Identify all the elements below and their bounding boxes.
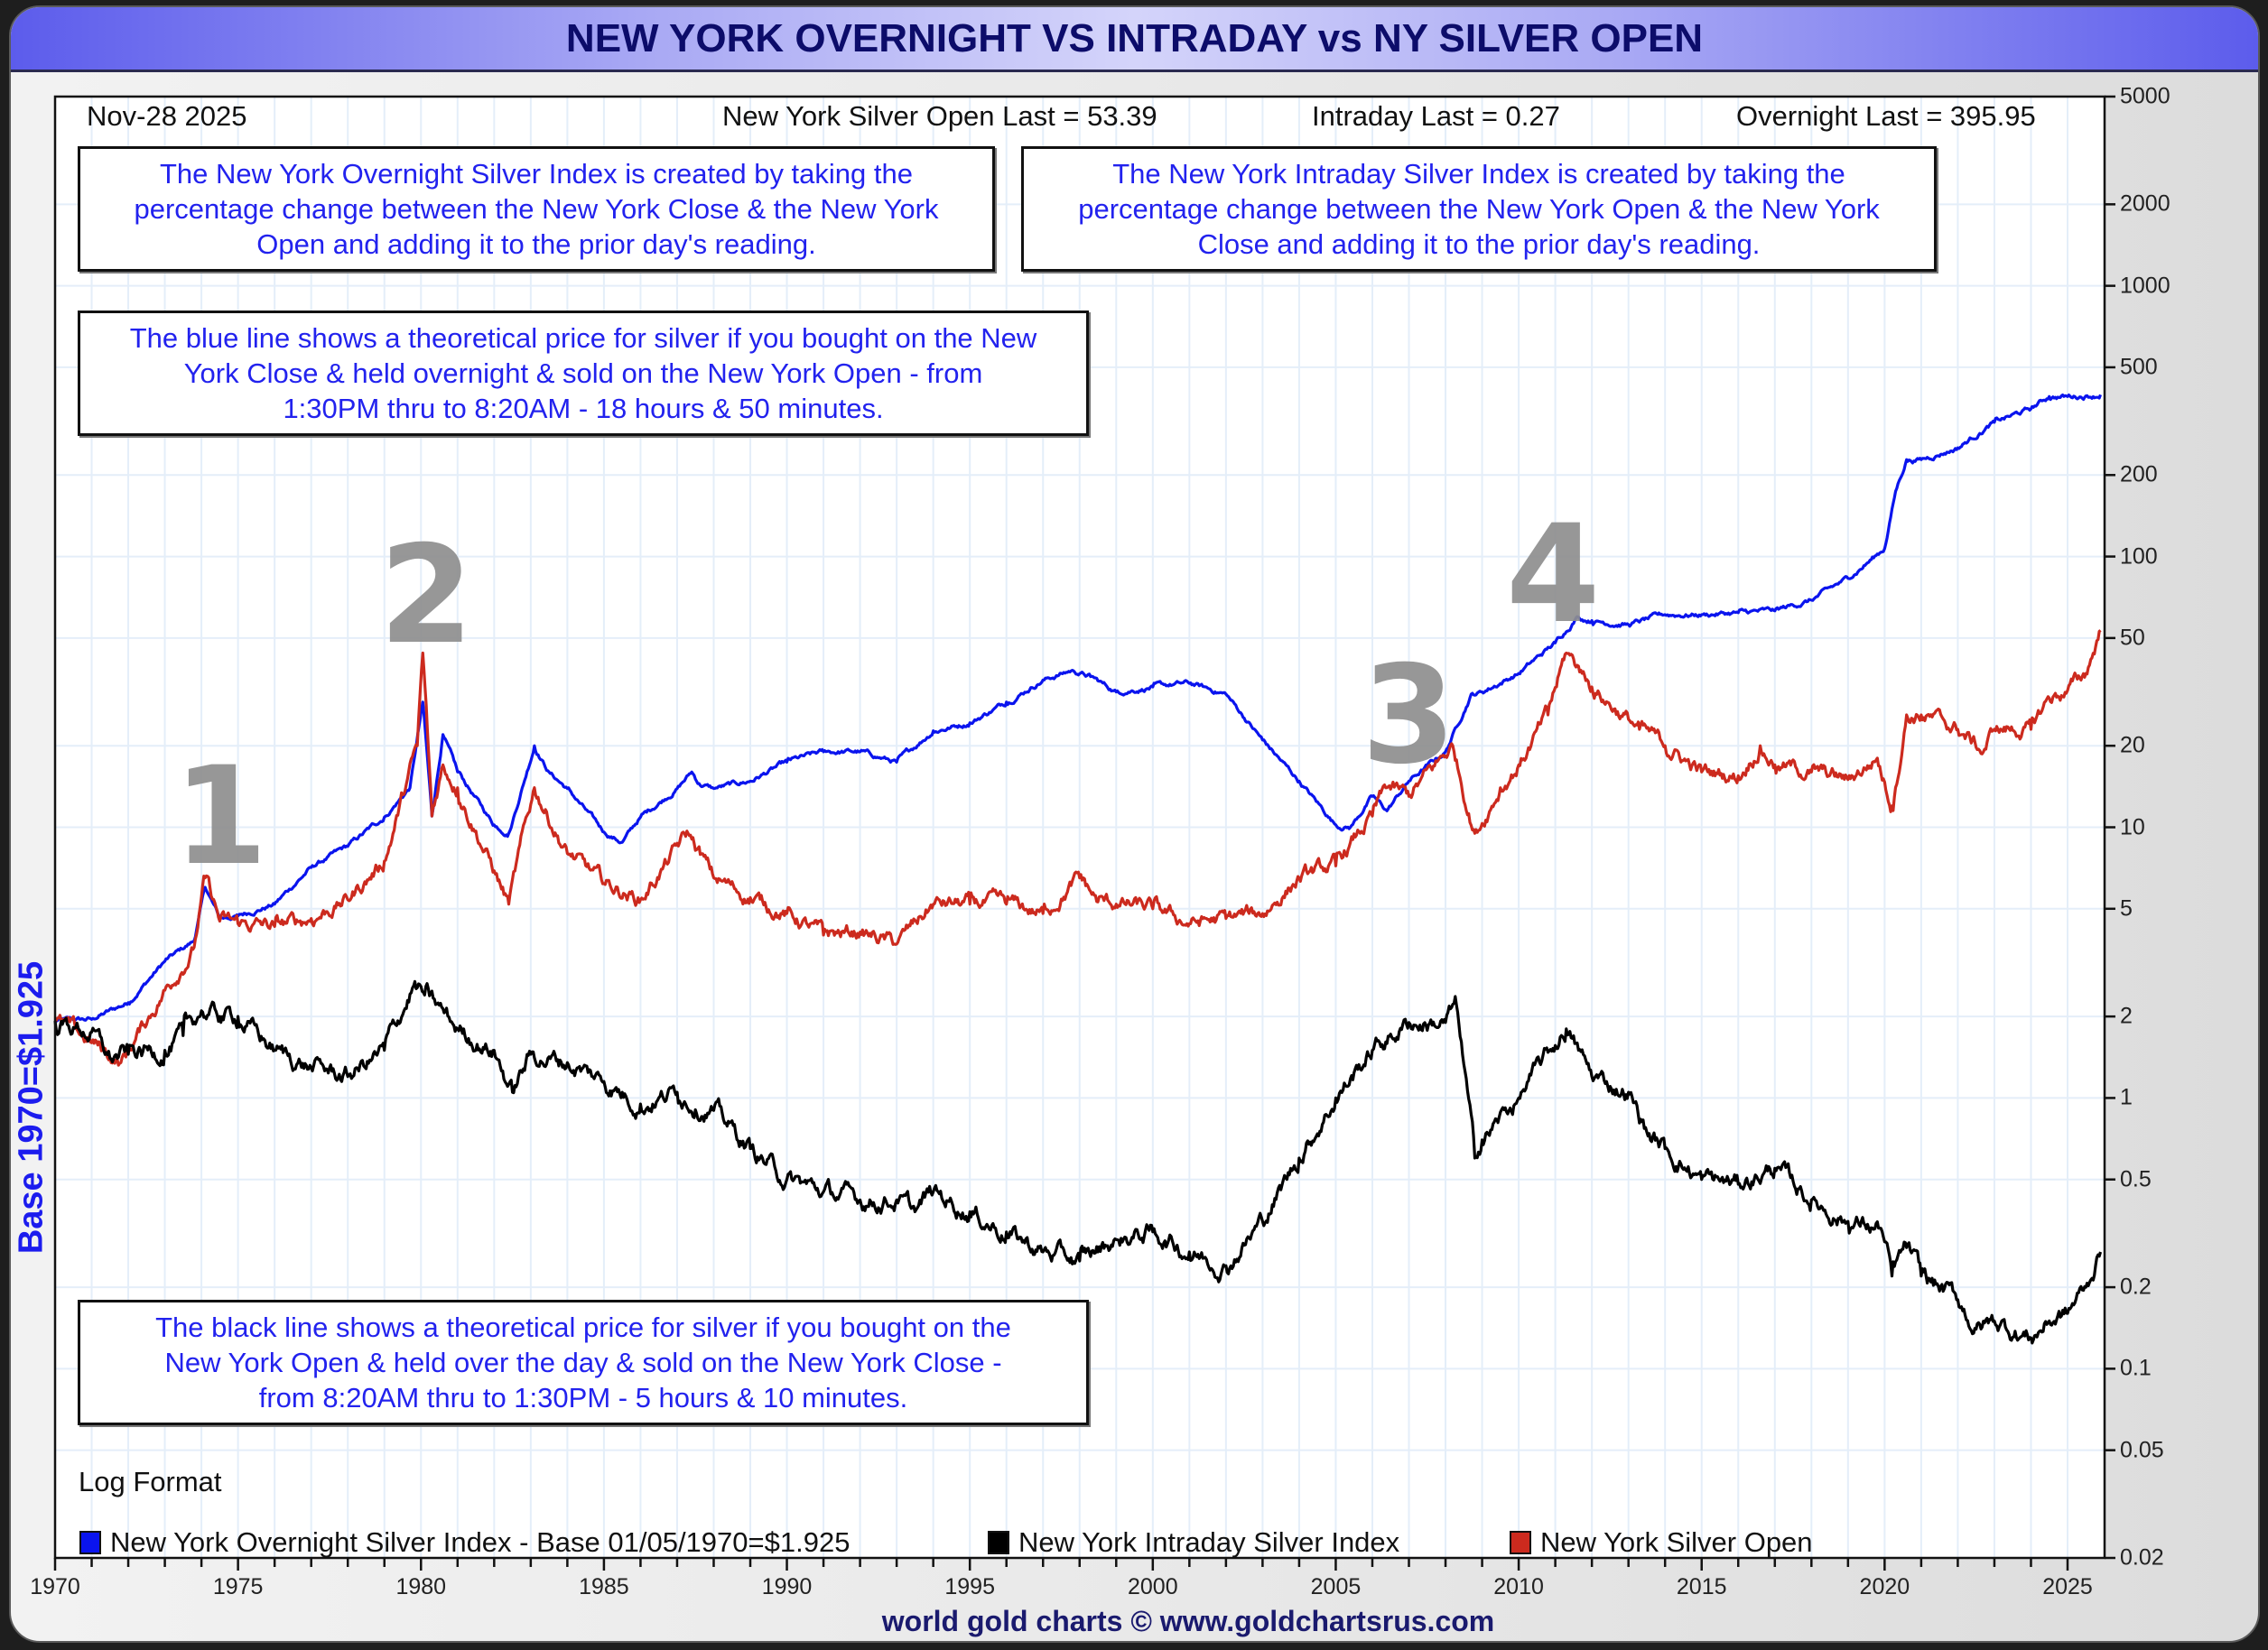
legend-label: New York Silver Open: [1540, 1526, 1813, 1558]
x-tick-label: 2015: [1676, 1574, 1727, 1599]
y-tick-label: 50: [2120, 625, 2145, 651]
legend-label: New York Intraday Silver Index: [1018, 1526, 1400, 1558]
y-tick-label: 1000: [2120, 273, 2170, 299]
x-tick-label: 1990: [761, 1574, 813, 1599]
chart-title: NEW YORK OVERNIGHT VS INTRADAY vs NY SIL…: [565, 16, 1704, 60]
y-tick-label: 5000: [2120, 83, 2170, 109]
title-bar: NEW YORK OVERNIGHT VS INTRADAY vs NY SIL…: [11, 7, 2258, 72]
overnight-last-readout: Overnight Last = 395.95: [1736, 100, 2036, 132]
legend-swatch-red: [1510, 1531, 1531, 1554]
x-tick-label: 2000: [1128, 1574, 1178, 1599]
legend-label: New York Overnight Silver Index - Base 0…: [110, 1526, 850, 1558]
x-tick-label: 2020: [1859, 1574, 1910, 1599]
x-tick-label: 1995: [944, 1574, 995, 1599]
note-line: York Close & held overnight & sold on th…: [183, 357, 983, 389]
date-label: Nov-28 2025: [87, 100, 247, 132]
x-tick-label: 1980: [395, 1574, 447, 1599]
x-tick-label: 1985: [579, 1574, 629, 1599]
intraday-last-readout: Intraday Last = 0.27: [1312, 100, 1560, 132]
note-line: 1:30PM thru to 8:20AM - 18 hours & 50 mi…: [283, 393, 884, 424]
legend-swatch-black: [988, 1531, 1009, 1554]
note-line: The New York Intraday Silver Index is cr…: [1112, 158, 1845, 190]
note-line: Open and adding it to the prior day's re…: [256, 228, 816, 260]
y-tick-label: 5: [2120, 895, 2133, 922]
footer-credit: world gold charts © www.goldchartsrus.co…: [881, 1605, 1495, 1637]
note-line: New York Open & held over the day & sold…: [164, 1347, 1002, 1378]
annotation-2: 2: [379, 517, 474, 674]
y-tick-label: 20: [2120, 732, 2145, 758]
y-tick-label: 0.05: [2120, 1437, 2164, 1463]
legend-swatch-blue: [79, 1531, 101, 1554]
note-line: The black line shows a theoretical price…: [155, 1312, 1011, 1343]
note-line: The blue line shows a theoretical price …: [129, 322, 1037, 354]
log-format-label: Log Format: [79, 1466, 222, 1497]
y-axis-label: Base 1970=$1.925: [12, 960, 51, 1255]
note-line: Close and adding it to the prior day's r…: [1197, 228, 1761, 260]
note-line: The New York Overnight Silver Index is c…: [160, 158, 913, 190]
legend-item-intraday: New York Intraday Silver Index: [988, 1526, 1399, 1559]
black-line-note: The black line shows a theoretical price…: [78, 1300, 1089, 1425]
series-line-open: [54, 629, 2102, 1067]
x-tick-label: 2005: [1310, 1574, 1362, 1599]
y-tick-label: 10: [2120, 814, 2145, 839]
y-tick-label: 2: [2120, 1003, 2133, 1029]
intraday-index-note: The New York Intraday Silver Index is cr…: [1021, 146, 1937, 272]
y-tick-label: 2000: [2120, 190, 2170, 217]
annotation-1: 1: [173, 738, 268, 895]
y-tick-label: 0.02: [2120, 1544, 2164, 1571]
series-layer: [53, 394, 2103, 1345]
note-line: percentage change between the New York C…: [134, 193, 939, 225]
y-tick-label: 0.1: [2120, 1355, 2152, 1381]
y-tick-label: 0.5: [2120, 1166, 2152, 1192]
x-tick-label: 1970: [30, 1574, 80, 1599]
y-tick-label: 0.2: [2120, 1274, 2152, 1300]
open-last-readout: New York Silver Open Last = 53.39: [722, 100, 1157, 132]
overnight-index-note: The New York Overnight Silver Index is c…: [78, 146, 995, 272]
x-tick-label: 2025: [2042, 1574, 2093, 1599]
y-tick-label: 500: [2120, 354, 2158, 380]
note-line: from 8:20AM thru to 1:30PM - 5 hours & 1…: [258, 1382, 908, 1414]
x-tick-label: 2010: [1493, 1574, 1544, 1599]
legend-item-overnight: New York Overnight Silver Index - Base 0…: [79, 1526, 850, 1559]
legend-item-open: New York Silver Open: [1510, 1526, 1813, 1559]
annotation-3: 3: [1362, 637, 1456, 794]
x-tick-label: 1975: [212, 1574, 264, 1599]
y-tick-label: 1: [2120, 1084, 2133, 1110]
axis-ticks: [53, 95, 2115, 1571]
y-tick-label: 200: [2120, 461, 2158, 487]
y-tick-label: 100: [2120, 543, 2158, 570]
series-line-intraday: [53, 979, 2103, 1345]
annotation-4: 4: [1506, 496, 1601, 654]
note-line: percentage change between the New York O…: [1078, 193, 1880, 225]
series-line-overnight: [54, 394, 2102, 1023]
blue-line-note: The blue line shows a theoretical price …: [78, 311, 1089, 436]
